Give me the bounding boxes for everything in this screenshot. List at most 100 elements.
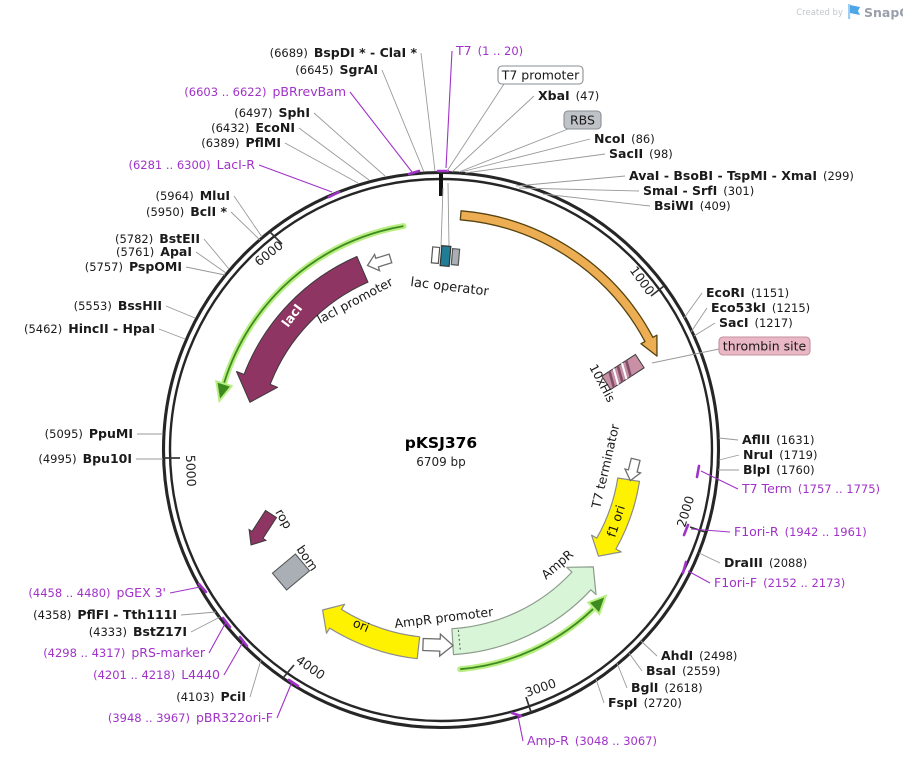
- leader-apai: [195, 251, 227, 274]
- site-label-bspdi: (6689) BspDI * - ClaI *: [270, 45, 418, 60]
- site-label-eco53ki: Eco53kI (1215): [711, 300, 810, 315]
- site-label-econi: (6432) EcoNI: [211, 120, 295, 135]
- site-label-blpi: BlpI (1760): [743, 462, 815, 477]
- site-pos: (4333): [89, 625, 127, 639]
- scale-tick-label-2000: 2000: [674, 494, 698, 529]
- leader-draiii: [698, 552, 721, 564]
- site-pos: (5095): [45, 427, 83, 441]
- site-pos: (5782): [115, 232, 153, 246]
- site-label-t7: T7 (1 .. 20): [455, 43, 523, 58]
- site-name: F1ori-R: [734, 524, 779, 539]
- leader-aflii: [718, 437, 739, 441]
- watermark-created-by: Created by: [796, 8, 843, 18]
- site-pos: (301): [723, 184, 754, 198]
- site-name: BspDI * - ClaI *: [314, 45, 418, 60]
- site-pos: (4298 .. 4317): [43, 646, 125, 660]
- site-name: BlpI: [743, 462, 770, 477]
- site-pos: (1942 .. 1961): [785, 525, 867, 539]
- primer-tick-l4440: [238, 635, 249, 648]
- site-name: pBRrevBam: [272, 84, 346, 99]
- site-name: BglI: [631, 680, 658, 695]
- site-label-pspomi: (5757) PspOMI: [85, 259, 182, 274]
- site-name: BsaI: [646, 663, 676, 678]
- site-pos: (4201 .. 4218): [93, 668, 175, 682]
- site-name: PciI: [220, 689, 246, 704]
- scale-tick-3000: [525, 696, 532, 713]
- laci-promoter-arrow: [366, 252, 393, 272]
- site-name: AhdI: [661, 648, 693, 663]
- lac-operator-leader-2: [447, 182, 450, 248]
- leader-bsshii: [165, 305, 196, 319]
- site-pos: (5950): [146, 205, 184, 219]
- site-label-avai: AvaI - BsoBI - TspMI - XmaI (299): [629, 168, 854, 183]
- leader-mlui: [233, 195, 263, 238]
- site-name: HincII - HpaI: [68, 321, 155, 336]
- site-label-sacii: SacII (98): [609, 146, 673, 161]
- leader-bsteii: [203, 238, 230, 270]
- site-pos: (5553): [74, 299, 112, 313]
- thrombin-box: [718, 336, 811, 356]
- plasmid-size: 6709 bp: [416, 455, 466, 469]
- site-name: XbaI: [538, 88, 570, 103]
- site-pos: (6689): [270, 46, 308, 60]
- leader-saci: [693, 322, 716, 337]
- site-label-aflii: AflII (1631): [742, 432, 815, 447]
- site-name: NruI: [743, 447, 773, 462]
- leader-econi: [298, 127, 370, 181]
- leader-pflmi: [284, 142, 359, 184]
- site-name: PpuMI: [89, 426, 133, 441]
- site-name: PspOMI: [129, 259, 182, 274]
- site-pos: (2720): [644, 696, 682, 710]
- lac-operator-leader-1: [440, 187, 444, 248]
- site-pos: (5757): [85, 260, 123, 274]
- bom-box: [271, 553, 311, 591]
- site-pos: (6603 .. 6622): [184, 85, 266, 99]
- laci-orf-arrow: [223, 225, 404, 384]
- rbs-label: RBS: [570, 113, 595, 128]
- ori-arrow: [322, 603, 421, 660]
- site-name: Bpu10I: [83, 451, 132, 466]
- site-name: PflFI - Tth111I: [77, 607, 177, 622]
- site-name: T7 Term: [741, 481, 792, 496]
- leader-nrui: [718, 454, 740, 461]
- site-label-draiii: DraIII (2088): [724, 555, 807, 570]
- primer-tick-f1orif: [681, 560, 688, 575]
- site-label-f1orif: F1ori-F (2152 .. 2173): [714, 575, 845, 590]
- site-pos: (299): [823, 169, 854, 183]
- site-name: AvaI - BsoBI - TspMI - XmaI: [629, 168, 817, 183]
- site-pos: (5964): [155, 189, 193, 203]
- site-name: BstEII: [159, 231, 200, 246]
- leader-bstz17i: [190, 616, 221, 633]
- site-label-ppumi: (5095) PpuMI: [45, 426, 133, 441]
- site-label-fspi: FspI (2720): [608, 695, 682, 710]
- site-label-ecori: EcoRI (1151): [706, 285, 789, 300]
- site-name: EcoNI: [255, 120, 295, 135]
- ampr-promoter-arrow: [422, 632, 454, 658]
- leader-prs: [208, 621, 227, 654]
- leader-bspdi: [420, 52, 436, 172]
- leader-ecori: [683, 292, 703, 319]
- site-name: SgrAI: [340, 62, 378, 77]
- leader-pgex: [169, 586, 201, 594]
- site-name: EcoRI: [706, 285, 745, 300]
- site-name: AflII: [742, 432, 770, 447]
- site-pos: (1217): [755, 316, 793, 330]
- site-pos: (47): [576, 89, 600, 103]
- site-pos: (6645): [295, 63, 333, 77]
- site-pos: (5761): [116, 245, 154, 259]
- site-pos: (6281 .. 6300): [128, 158, 210, 172]
- leader-avai: [515, 175, 626, 187]
- site-label-pflmi: (6389) PflMI: [201, 135, 281, 150]
- site-pos: (6432): [211, 121, 249, 135]
- leader-t7: [445, 50, 453, 169]
- site-label-bcli: (5950) BclI *: [146, 204, 227, 219]
- site-pos: (1760): [776, 463, 814, 477]
- site-name: SmaI - SrfI: [643, 183, 717, 198]
- primer-tick-pbr322: [287, 678, 300, 688]
- leader-fspi: [595, 678, 605, 704]
- leader-bgli: [616, 662, 628, 689]
- site-label-bpu10i: (4995) Bpu10I: [38, 451, 132, 466]
- site-name: Amp-R: [527, 733, 569, 748]
- feature-label-lac_operator: lac operator: [410, 275, 491, 300]
